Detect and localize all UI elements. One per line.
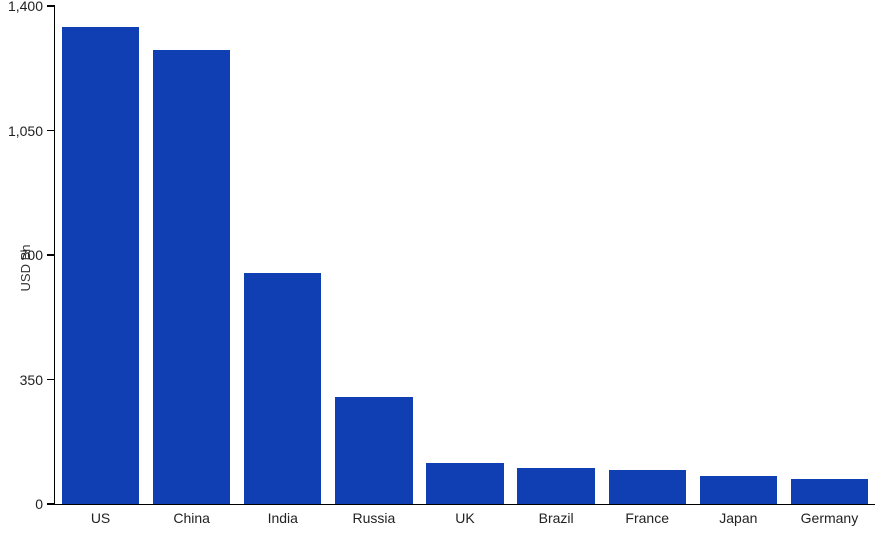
bar xyxy=(517,468,594,504)
plot-area: 03507001,0501,400USChinaIndiaRussiaUKBra… xyxy=(54,6,875,505)
y-tick-label: 1,050 xyxy=(8,123,55,139)
x-tick-label: India xyxy=(268,504,298,526)
bar xyxy=(335,397,412,504)
bar xyxy=(62,27,139,504)
bar xyxy=(244,273,321,504)
x-tick-label: Japan xyxy=(719,504,757,526)
x-tick-label: China xyxy=(173,504,210,526)
bar xyxy=(609,470,686,504)
x-tick-label: UK xyxy=(455,504,474,526)
x-tick-label: US xyxy=(91,504,110,526)
bar-chart: USD Bn 03507001,0501,400USChinaIndiaRuss… xyxy=(0,0,886,535)
y-tick-label: 700 xyxy=(20,247,55,263)
x-tick-label: Russia xyxy=(352,504,395,526)
bar xyxy=(426,463,503,504)
x-tick-label: Germany xyxy=(801,504,859,526)
bar xyxy=(153,50,230,504)
x-tick-label: Brazil xyxy=(539,504,574,526)
bar xyxy=(791,479,868,504)
y-tick-label: 1,400 xyxy=(8,0,55,14)
y-tick-label: 350 xyxy=(20,372,55,388)
x-tick-label: France xyxy=(625,504,669,526)
bar xyxy=(700,476,777,504)
y-tick-label: 0 xyxy=(35,496,55,512)
